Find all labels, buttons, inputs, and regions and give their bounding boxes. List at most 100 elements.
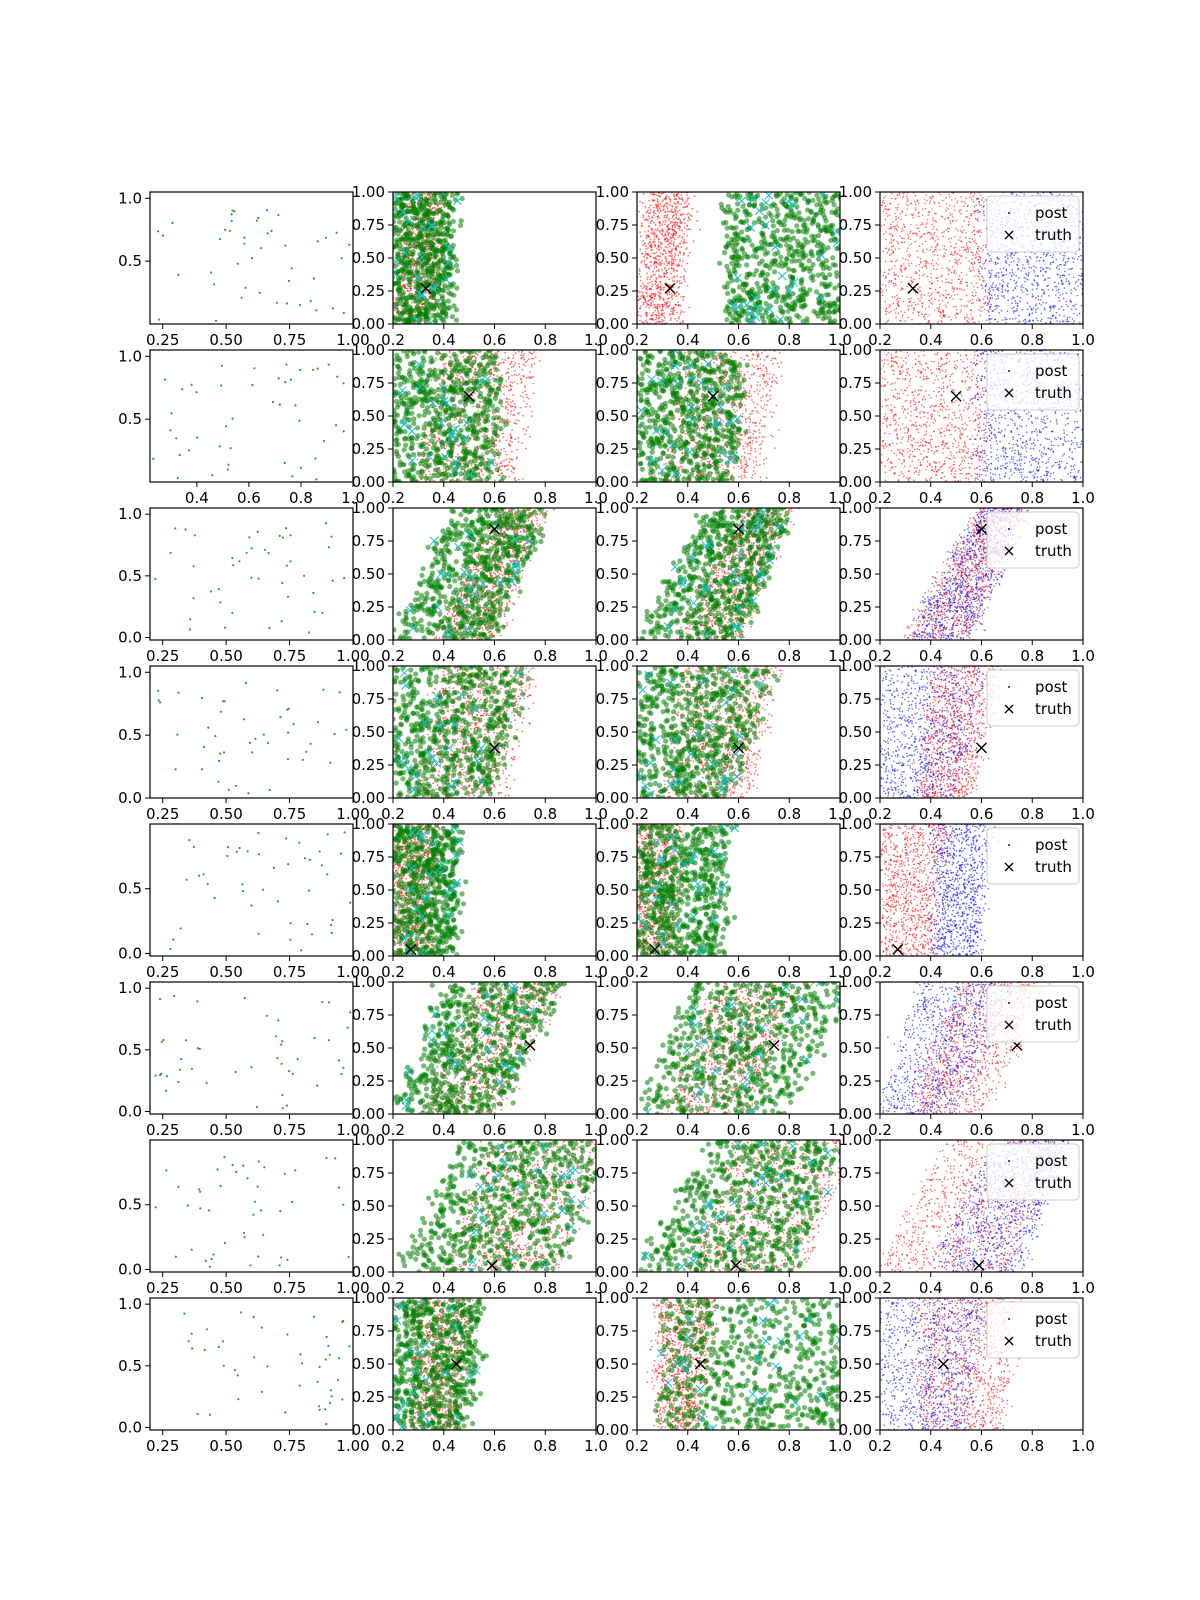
sample-point [1003, 297, 1005, 299]
sample-point [445, 271, 451, 277]
sample-cross [789, 201, 799, 210]
sample-point [1033, 269, 1035, 272]
sample-point [662, 221, 664, 223]
sample-point [910, 202, 912, 205]
sample-point [656, 216, 659, 218]
sample-point [420, 268, 426, 274]
sample-point [1017, 276, 1020, 279]
sample-point [655, 261, 658, 263]
sample-point [823, 284, 829, 290]
sample-point [777, 243, 784, 249]
sample-point [825, 302, 831, 308]
sample-point [682, 320, 685, 322]
sample-point [1009, 318, 1011, 320]
sample-point [882, 283, 884, 286]
sample-point [874, 267, 876, 269]
sample-point [902, 314, 904, 316]
sample-point [984, 285, 987, 288]
sample-point [663, 303, 666, 306]
sample-point [1064, 262, 1067, 264]
sample-point [639, 248, 642, 251]
sample-point [966, 314, 968, 316]
sample-point [885, 307, 888, 310]
sample-point [944, 252, 946, 254]
sample-point [770, 223, 777, 229]
sample-point [738, 219, 744, 225]
sample-point [450, 218, 456, 224]
sample-point [973, 192, 976, 195]
sample-point [664, 211, 667, 213]
sample-point [423, 300, 429, 307]
panel-r1-c4: 0.2 0.4 0.6 0.8 1.00.000.250.500.751.00postt… [839, 183, 1095, 349]
sample-point [663, 262, 666, 265]
sample-point [748, 288, 754, 294]
sample-point [948, 260, 950, 262]
sample-point [670, 260, 673, 263]
sample-point [642, 303, 644, 306]
sample-point [696, 210, 699, 213]
sample-point [649, 192, 652, 195]
sample-point [684, 205, 686, 208]
sample-point [947, 293, 949, 296]
sample-point [785, 204, 791, 210]
sample-point [862, 238, 864, 240]
sample-point [929, 196, 932, 199]
sample-point [966, 216, 969, 218]
sample-point [659, 304, 661, 306]
sample-point [649, 265, 652, 267]
sample-point [882, 289, 884, 292]
sample-point [1088, 319, 1090, 321]
sample-point [876, 237, 878, 239]
sample-point [1013, 254, 1015, 256]
sample-point [645, 237, 648, 240]
sample-point [954, 258, 957, 261]
sample-cross [819, 192, 829, 198]
sample-point [816, 196, 822, 202]
sample-point [921, 222, 923, 224]
sample-point [643, 263, 646, 266]
sample-point [899, 235, 901, 237]
sample-point [1074, 282, 1077, 284]
sample-point [647, 254, 650, 256]
sample-point [1009, 278, 1012, 281]
sample-point [950, 318, 952, 321]
sample-point [888, 228, 890, 230]
sample-point [432, 319, 439, 324]
sample-point [947, 281, 949, 284]
sample-point [648, 206, 650, 209]
sample-point [1049, 310, 1051, 312]
sample-point [419, 220, 425, 226]
sample-point [956, 263, 959, 266]
sample-point [415, 258, 418, 260]
sample-point [679, 252, 681, 254]
sample-point [663, 272, 666, 275]
sample-point [658, 276, 661, 279]
sample-point [972, 195, 975, 197]
sample-point [1085, 235, 1087, 237]
sample-point [938, 286, 941, 289]
sample-point [953, 272, 955, 274]
sample-point [1050, 261, 1052, 264]
sample-point [1054, 285, 1056, 288]
sample-point [973, 289, 976, 291]
sample-point [387, 243, 392, 248]
sample-point [982, 263, 985, 265]
sample-point [902, 192, 904, 195]
sample-point [804, 316, 810, 322]
sample-point [901, 271, 903, 273]
sample-point [976, 251, 978, 254]
sample-point [650, 232, 652, 235]
sample-point [678, 197, 681, 200]
observation-point [214, 319, 218, 322]
sample-point [950, 282, 953, 285]
sample-point [666, 214, 669, 217]
sample-point [933, 250, 936, 252]
sample-point [904, 266, 907, 269]
sample-point [1063, 274, 1066, 277]
sample-point [660, 309, 663, 312]
sample-point [796, 210, 802, 216]
sample-point [807, 287, 813, 293]
sample-point [961, 231, 963, 233]
sample-point [1015, 302, 1017, 305]
sample-point [971, 238, 974, 240]
